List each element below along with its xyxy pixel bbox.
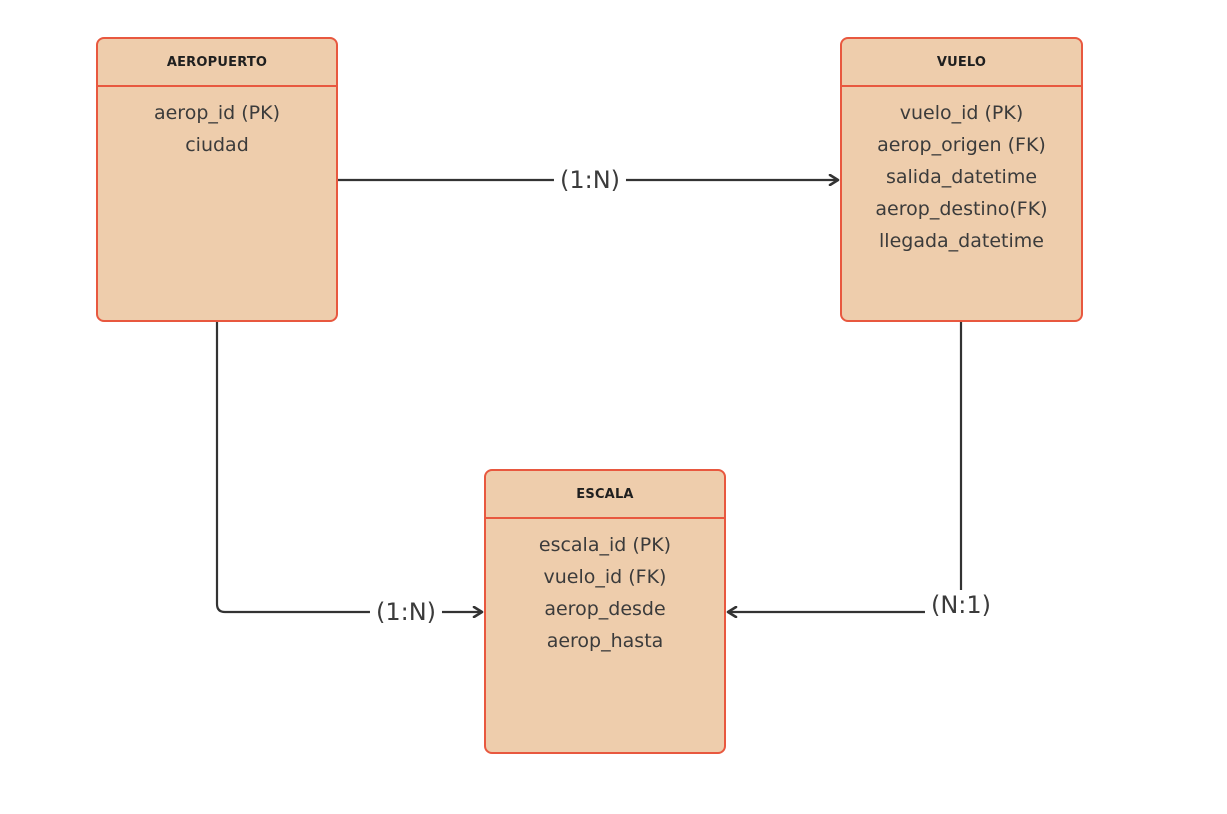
entity-field: salida_datetime [885,166,1038,188]
relationship-label-aeropuerto-vuelo: (1:N) [553,165,627,195]
entity-field: vuelo_id (FK) [543,566,667,588]
entity-field: ciudad [185,134,249,156]
entity-aeropuerto[interactable]: AEROPUERTO aerop_id (PK) ciudad [96,37,338,322]
entity-title: VUELO [842,39,1081,87]
entity-field: escala_id (PK) [538,534,672,556]
entity-field: aerop_id (PK) [153,102,281,124]
connector-aeropuerto-escala [215,322,482,612]
entity-fields: aerop_id (PK) ciudad [98,87,336,161]
entity-field: aerop_desde [544,598,666,620]
relationship-label-vuelo-escala: (N:1) [924,590,998,620]
entity-vuelo[interactable]: VUELO vuelo_id (PK) aerop_origen (FK) sa… [840,37,1083,322]
entity-title: AEROPUERTO [98,39,336,87]
entity-field: aerop_hasta [546,630,664,652]
entity-field: aerop_destino(FK) [875,198,1048,220]
connector-vuelo-escala [728,322,963,612]
entity-fields: escala_id (PK) vuelo_id (FK) aerop_desde… [486,519,724,657]
entity-escala[interactable]: ESCALA escala_id (PK) vuelo_id (FK) aero… [484,469,726,754]
entity-field: llegada_datetime [879,230,1044,252]
entity-title: ESCALA [486,471,724,519]
relationship-label-aeropuerto-escala: (1:N) [369,597,443,627]
entity-field: vuelo_id (PK) [899,102,1024,124]
entity-fields: vuelo_id (PK) aerop_origen (FK) salida_d… [842,87,1081,257]
entity-field: aerop_origen (FK) [877,134,1046,156]
